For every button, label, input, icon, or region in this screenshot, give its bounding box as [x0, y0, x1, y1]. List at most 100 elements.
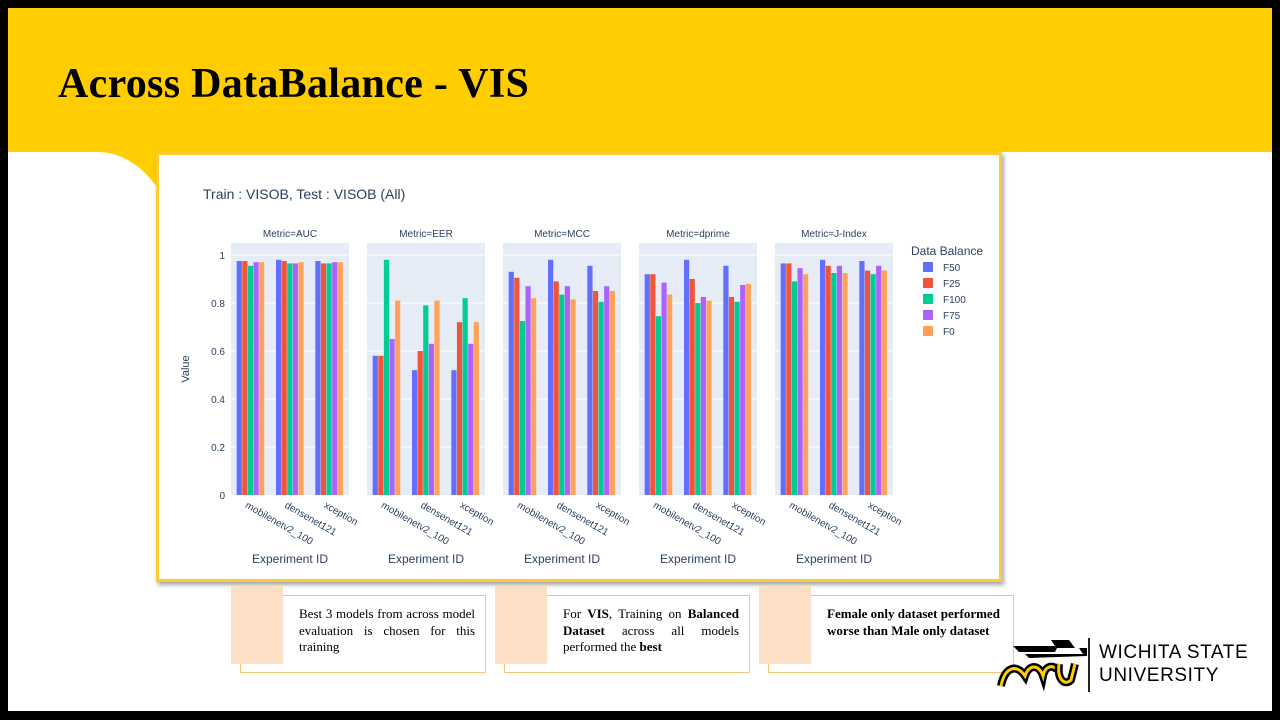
panel-title: Metric=EER — [399, 229, 453, 240]
bar — [655, 316, 662, 495]
y-tick-label: 0.6 — [211, 347, 225, 358]
bar — [870, 274, 876, 495]
legend-entry: F50 — [943, 263, 961, 274]
x-tick-label: mobilenetv2_100 — [787, 500, 859, 548]
bar — [598, 301, 604, 495]
bar — [326, 263, 332, 495]
bar — [797, 268, 803, 495]
legend-entry: F100 — [943, 295, 966, 306]
bar — [456, 322, 463, 495]
bar — [428, 343, 434, 495]
bar — [609, 291, 615, 495]
banner-curve — [8, 152, 168, 212]
bar — [745, 283, 751, 495]
bar — [508, 271, 514, 495]
bar — [695, 303, 701, 495]
bar — [689, 279, 695, 495]
note-box-1: Best 3 models from across model evaluati… — [231, 586, 486, 673]
bar — [728, 297, 735, 495]
bar — [780, 263, 786, 495]
chart-frame: Train : VISOB, Test : VISOB (All) Value 0 0… — [156, 152, 1002, 582]
bar — [548, 259, 554, 495]
bar — [684, 259, 690, 495]
x-axis-label: Experiment ID — [524, 552, 600, 566]
bar — [836, 265, 842, 495]
legend-swatch — [923, 294, 933, 304]
slide: Across DataBalance - VIS Train : VISOB, … — [8, 8, 1272, 711]
note-text-2: For VIS, Training on Balanced Dataset ac… — [563, 606, 739, 654]
bar — [667, 294, 673, 495]
wsu-logo: wsu WICHITA STATE UNIVERSITY — [995, 636, 1265, 698]
panel-title: Metric=AUC — [263, 229, 317, 240]
bar — [451, 370, 457, 495]
x-tick-label: mobilenetv2_100 — [515, 500, 587, 548]
bar — [462, 298, 468, 495]
bar — [803, 274, 809, 495]
bar — [292, 263, 298, 495]
x-axis-label: Experiment ID — [660, 552, 736, 566]
bar — [825, 265, 831, 495]
bar — [553, 281, 559, 495]
bar — [514, 277, 520, 495]
x-axis-label: Experiment ID — [388, 552, 464, 566]
bar — [820, 259, 826, 495]
bar — [661, 282, 667, 495]
y-tick-label: 0.8 — [211, 299, 225, 310]
y-axis-label: Value — [180, 355, 192, 382]
bar — [434, 300, 440, 495]
bar — [519, 321, 526, 495]
bar — [332, 262, 338, 495]
bar — [706, 300, 712, 495]
bar — [236, 261, 242, 495]
legend-swatch — [923, 310, 933, 320]
bar — [287, 263, 293, 495]
bar — [881, 270, 887, 495]
bar — [864, 270, 871, 495]
x-tick-label: mobilenetv2_100 — [243, 500, 315, 548]
title-banner — [8, 8, 1272, 152]
legend-swatch — [923, 326, 933, 336]
bar — [395, 300, 401, 495]
bar — [412, 370, 418, 495]
bar — [842, 273, 848, 495]
wsu-line-1: WICHITA STATE — [1099, 642, 1249, 663]
note-swatch — [495, 586, 547, 664]
bar — [247, 265, 254, 495]
legend-swatch — [923, 262, 933, 272]
y-tick-label: 0 — [219, 491, 225, 502]
bar — [604, 286, 610, 495]
bar — [831, 273, 837, 495]
bar — [337, 262, 343, 495]
bar — [383, 259, 390, 495]
bar — [468, 343, 474, 495]
bar — [876, 265, 882, 495]
bar — [276, 259, 282, 495]
bar — [570, 299, 576, 495]
bar-chart: Train : VISOB, Test : VISOB (All) Value 0 0… — [180, 186, 983, 566]
bar — [417, 351, 423, 495]
legend-entry: F0 — [943, 327, 955, 338]
note-swatch — [231, 586, 283, 664]
bar — [791, 281, 798, 495]
legend-entry: F75 — [943, 311, 961, 322]
y-tick-label: 1 — [219, 251, 225, 262]
legend-swatch — [923, 278, 933, 288]
bar — [242, 261, 248, 495]
panel-title: Metric=dprime — [666, 229, 730, 240]
bar — [320, 263, 327, 495]
x-axis-label: Experiment ID — [252, 552, 328, 566]
slide-title: Across DataBalance - VIS — [58, 61, 530, 107]
bar — [298, 262, 304, 495]
wsu-mark-icon: wsu — [997, 640, 1087, 698]
x-tick-label: mobilenetv2_100 — [379, 500, 451, 548]
note-swatch — [759, 586, 811, 664]
panel-title: Metric=MCC — [534, 229, 590, 240]
bar — [650, 274, 656, 495]
chart-title: Train : VISOB, Test : VISOB (All) — [203, 186, 405, 202]
bar — [315, 261, 321, 495]
bar — [786, 263, 792, 495]
bar — [372, 355, 378, 495]
y-tick-label: 0.4 — [211, 395, 225, 406]
bar — [734, 301, 740, 495]
bar — [473, 322, 479, 495]
